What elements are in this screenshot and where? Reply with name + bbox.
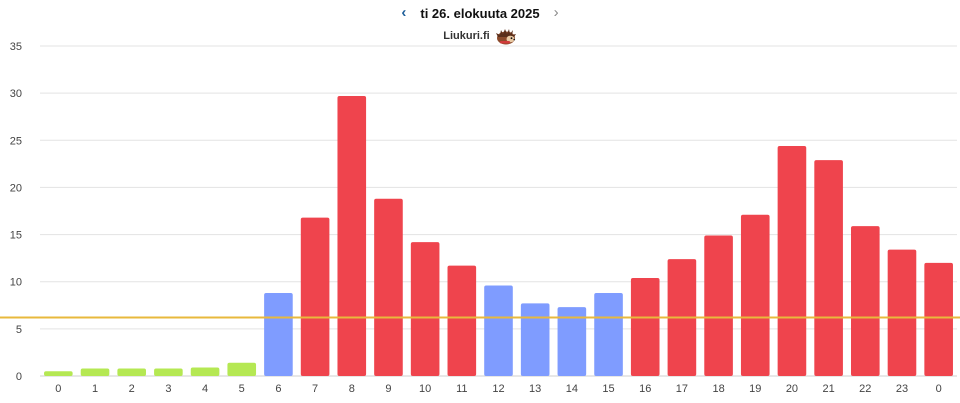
x-tick-label: 13 [529,383,541,395]
y-tick-label: 35 [10,41,22,53]
bar[interactable] [117,368,147,376]
y-tick-label: 30 [10,88,22,100]
y-tick-label: 10 [10,277,22,289]
x-tick-label: 19 [749,383,761,395]
brand-row: Liukuri.fi [0,26,960,46]
y-tick-label: 0 [16,371,22,383]
bar[interactable] [740,214,770,376]
bar[interactable] [814,160,843,376]
x-tick-label: 3 [165,383,171,395]
bar[interactable] [264,293,293,376]
hedgehog-logo-icon [495,26,517,46]
x-tick-label: 4 [202,383,208,395]
x-tick-label: 15 [602,383,614,395]
x-tick-label: 20 [786,383,798,395]
x-tick-label: 18 [712,383,724,395]
x-tick-label: 23 [896,383,908,395]
x-tick-label: 16 [639,383,651,395]
bar[interactable] [374,198,403,376]
bar[interactable] [337,95,367,376]
bar[interactable] [44,371,73,376]
bar[interactable] [557,307,587,376]
bar[interactable] [924,262,953,376]
bar[interactable] [777,145,807,376]
bar[interactable] [704,235,733,376]
bar[interactable] [484,285,513,376]
x-tick-label: 5 [239,383,245,395]
bar[interactable] [80,368,110,376]
bar[interactable] [594,293,623,376]
x-tick-label: 6 [275,383,281,395]
x-tick-label: 11 [456,383,467,395]
bar[interactable] [630,277,660,376]
chevron-right-icon[interactable]: › [553,4,559,21]
y-tick-label: 25 [10,135,22,147]
bar[interactable] [850,226,880,376]
x-tick-label: 14 [566,383,578,395]
chevron-left-icon[interactable]: ‹ [401,4,407,21]
x-tick-label: 12 [492,383,504,395]
x-tick-label: 1 [92,383,98,395]
bar[interactable] [887,249,917,376]
y-tick-label: 5 [16,324,22,336]
x-tick-label: 21 [822,383,834,395]
brand-name[interactable]: Liukuri.fi [443,30,490,42]
x-tick-label: 17 [676,383,688,395]
bar[interactable] [520,303,550,376]
x-tick-label: 2 [129,383,135,395]
bar[interactable] [300,217,330,376]
bar[interactable] [154,368,183,376]
x-tick-label: 8 [349,383,355,395]
x-tick-label: 7 [312,383,318,395]
bar[interactable] [227,362,257,376]
x-tick-label: 22 [859,383,871,395]
date-title: ti 26. elokuuta 2025 [420,5,540,21]
y-tick-label: 20 [10,182,22,194]
x-tick-label: 0 [55,383,61,395]
bar[interactable] [410,242,440,376]
y-tick-label: 15 [10,230,22,242]
x-tick-label: 0 [936,383,942,395]
x-tick-label: 9 [385,383,391,395]
bar[interactable] [447,265,477,376]
bar[interactable] [190,367,220,376]
x-tick-label: 10 [419,383,431,395]
chart-header: ‹ ti 26. elokuuta 2025 › Liukuri.fi [0,4,960,46]
date-navigation: ‹ ti 26. elokuuta 2025 › [0,4,960,22]
